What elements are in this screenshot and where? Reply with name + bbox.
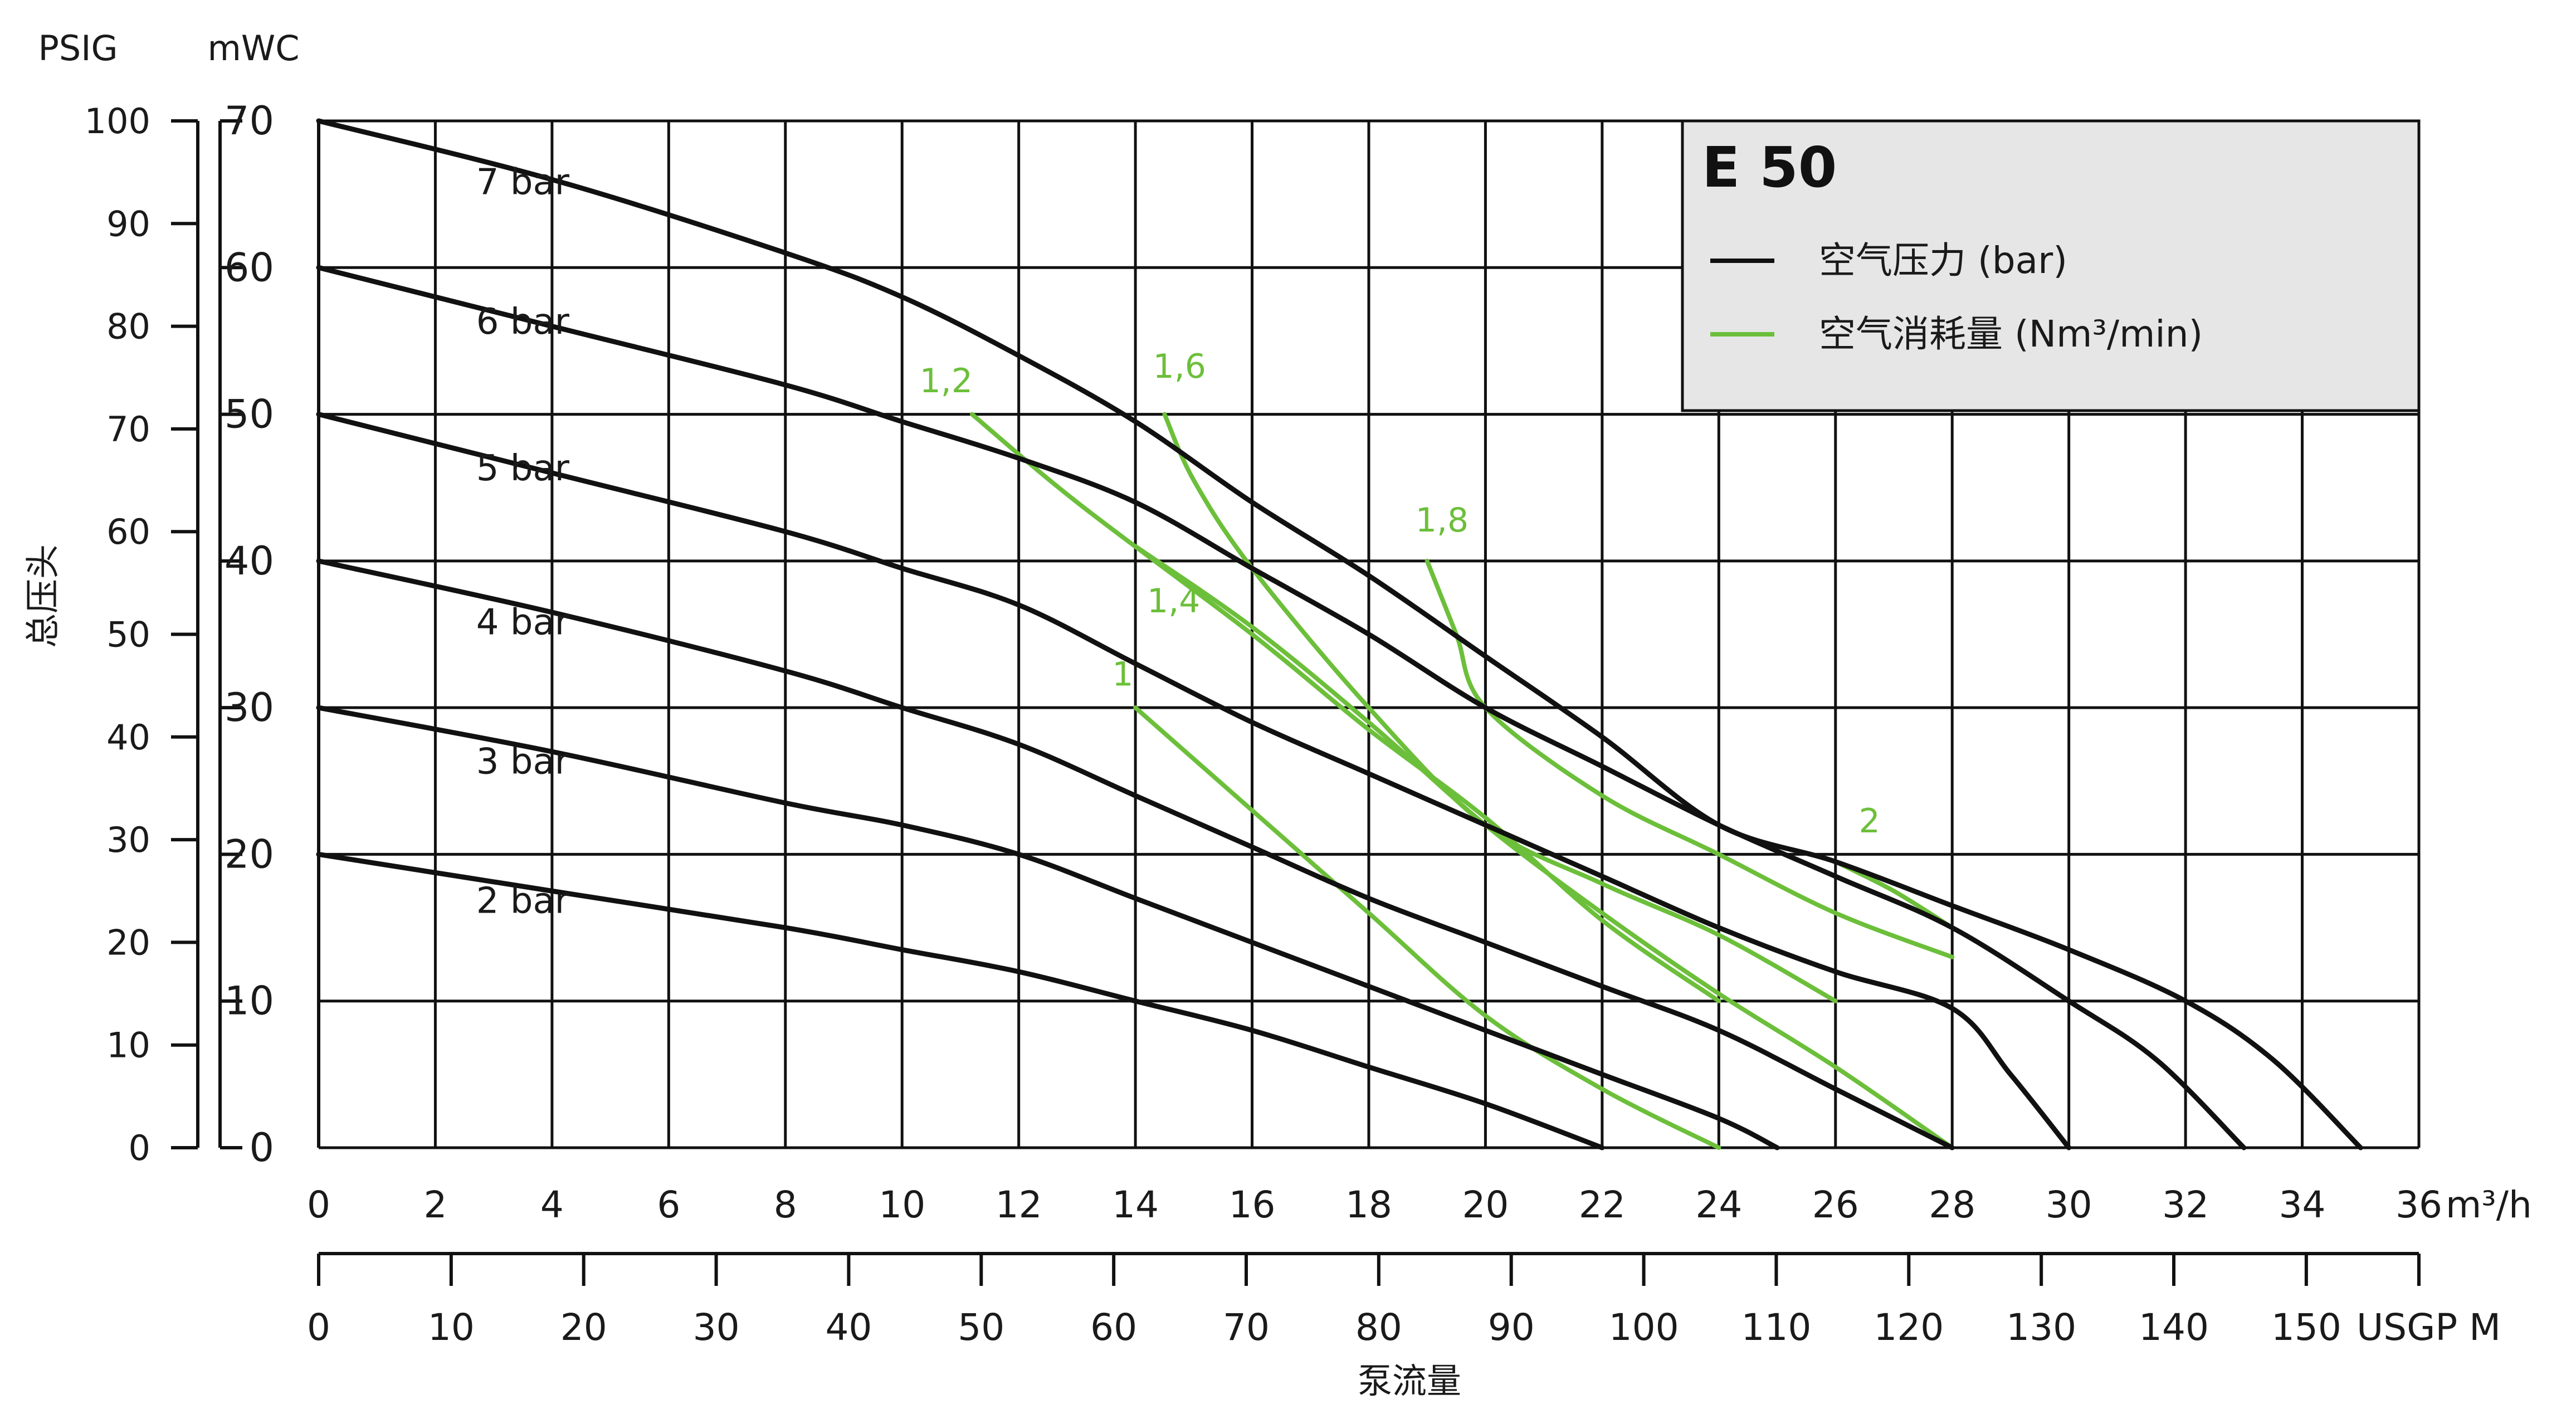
x-tick-label: 30 [2046, 1183, 2092, 1226]
y2-axis-unit: PSIG [38, 28, 118, 69]
x2-axis-label: 泵流量 [1358, 1361, 1461, 1401]
x-tick-label: 4 [540, 1183, 564, 1226]
air-curve-label: 1,8 [1416, 501, 1468, 540]
pressure-curve-label: 6 bar [476, 301, 570, 343]
y-tick-label: 10 [225, 978, 274, 1024]
air-curve-1-6 [1162, 412, 1838, 1003]
pressure-curve-label: 7 bar [476, 162, 570, 203]
x-tick-label: 0 [307, 1183, 330, 1226]
x2-tick-label: 130 [2006, 1306, 2076, 1349]
pressure-curve-label: 3 bar [476, 742, 570, 783]
x2-tick-label: 120 [1874, 1306, 1944, 1349]
pressure-curves [316, 118, 2363, 1150]
legend-label-pressure: 空气压力 (bar) [1819, 239, 2067, 282]
pressure-curve-6-bar [316, 265, 2247, 1150]
x2-tick-label: 110 [1741, 1306, 1811, 1349]
pressure-curve-4-bar [316, 558, 1955, 1150]
pressure-curve-5-bar [316, 412, 2072, 1150]
x-tick-label: 6 [657, 1183, 680, 1226]
air-consumption-curves [969, 412, 1955, 1150]
y-tick-label: 30 [225, 685, 274, 730]
y2-tick-label: 70 [106, 409, 150, 450]
y-tick-label: 20 [225, 831, 274, 877]
x-tick-label: 20 [1462, 1183, 1509, 1226]
air-curve-label: 1,6 [1153, 347, 1206, 386]
x-tick-label: 10 [879, 1183, 925, 1226]
x2-tick-label: 10 [428, 1306, 475, 1349]
air-curve-label: 2 [1859, 802, 1880, 841]
x-tick-label: 8 [774, 1183, 797, 1226]
x2-tick-label: 90 [1488, 1306, 1535, 1349]
y2-tick-label: 0 [129, 1128, 150, 1168]
y-tick-label: 0 [249, 1125, 274, 1171]
y2-tick-label: 30 [106, 820, 150, 860]
x-tick-label: 36 [2396, 1183, 2442, 1226]
x2-tick-label: 30 [693, 1306, 740, 1349]
y2-tick-label: 40 [106, 717, 150, 758]
x2-tick-label: 140 [2139, 1306, 2209, 1349]
x2-tick-label: 50 [958, 1306, 1004, 1349]
y2-tick-label: 10 [106, 1025, 150, 1066]
air-curve-1-4 [1133, 544, 1955, 1150]
x-tick-label: 28 [1929, 1183, 1975, 1226]
air-curve-label: 1,2 [920, 362, 973, 401]
x2-axis-unit: USGP M [2357, 1306, 2501, 1349]
pressure-curve-label: 4 bar [476, 602, 570, 644]
pressure-curve-7-bar [316, 118, 2363, 1150]
pressure-curve-2-bar [316, 851, 1605, 1150]
curve-labels: 7 bar 6 bar 5 bar 4 bar 3 bar 2 bar 1 1,2 1,4 1,6… [476, 162, 1880, 922]
x2-tick-label: 80 [1355, 1306, 1402, 1349]
x2-tick-label: 100 [1609, 1306, 1679, 1349]
legend-background [1681, 119, 2421, 412]
y-tick-label: 60 [225, 245, 274, 290]
y-tick-label: 40 [225, 538, 274, 584]
pressure-curve-label: 2 bar [476, 881, 570, 922]
air-curve-1 [1133, 705, 1721, 1150]
x-axis-unit: m³/h [2446, 1183, 2532, 1226]
y-axis-unit: mWC [208, 28, 300, 69]
x-tick-label: 24 [1695, 1183, 1742, 1226]
chart-title: E 50 [1702, 135, 1837, 200]
legend-label-air: 空气消耗量 (Nm³/min) [1819, 313, 2203, 355]
x-tick-label: 34 [2279, 1183, 2326, 1226]
y2-tick-label: 50 [106, 615, 150, 655]
y-tick-label: 70 [225, 98, 274, 144]
air-curve-1-2 [969, 412, 1721, 1003]
x-tick-label: 14 [1112, 1183, 1159, 1226]
x2-tick-label: 20 [560, 1306, 607, 1349]
pressure-curve-label: 5 bar [476, 448, 570, 489]
x2-tick-label: 60 [1090, 1306, 1137, 1349]
x-tick-label: 12 [996, 1183, 1042, 1226]
legend: E 50 空气压力 (bar) 空气消耗量 (Nm³/min) [1681, 119, 2421, 412]
x-tick-label: 22 [1579, 1183, 1626, 1226]
y2-tick-label: 20 [106, 922, 150, 963]
x-tick-label: 26 [1812, 1183, 1859, 1226]
x-tick-label: 18 [1345, 1183, 1392, 1226]
y2-tick-label: 80 [106, 306, 150, 347]
y2-axis-label: 总压头 [22, 544, 63, 648]
x-tick-label: 16 [1229, 1183, 1276, 1226]
air-curve-label: 1,4 [1147, 582, 1200, 621]
x-tick-label: 32 [2162, 1183, 2209, 1226]
y2-tick-label: 100 [85, 101, 150, 142]
x-tick-label: 2 [423, 1183, 447, 1226]
air-curve-label: 1 [1112, 655, 1133, 694]
x2-tick-label: 70 [1223, 1306, 1270, 1349]
y-tick-label: 50 [225, 392, 274, 437]
x2-tick-label: 40 [825, 1306, 872, 1349]
axes: 0 2 4 6 8 10 12 14 16 18 20 22 24 26 28 30 32 34 360 10 20 30… [85, 98, 2442, 1349]
air-curve-1-8 [1424, 558, 1955, 959]
y2-tick-label: 60 [106, 511, 150, 552]
x2-tick-label: 150 [2271, 1306, 2341, 1349]
pressure-curve-3-bar [316, 705, 1780, 1150]
x2-tick-label: 0 [307, 1306, 330, 1349]
y2-tick-label: 90 [106, 203, 150, 244]
